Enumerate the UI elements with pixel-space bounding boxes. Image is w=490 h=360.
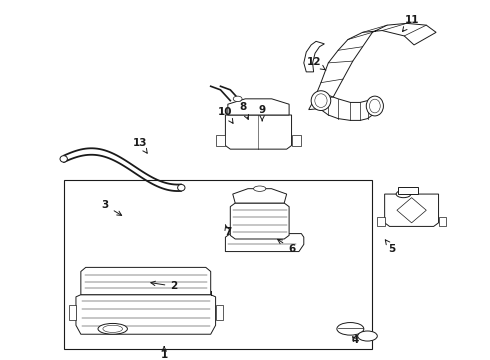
Ellipse shape bbox=[177, 184, 185, 191]
Text: 4: 4 bbox=[351, 335, 359, 345]
Ellipse shape bbox=[98, 323, 127, 334]
Polygon shape bbox=[385, 194, 439, 226]
Bar bbox=[439, 217, 446, 226]
Bar bbox=[377, 217, 385, 226]
Ellipse shape bbox=[369, 99, 380, 113]
Polygon shape bbox=[216, 306, 223, 320]
Text: 12: 12 bbox=[306, 57, 326, 70]
Polygon shape bbox=[230, 203, 289, 239]
Ellipse shape bbox=[358, 331, 377, 341]
Polygon shape bbox=[76, 295, 216, 334]
Ellipse shape bbox=[337, 323, 364, 335]
Text: 5: 5 bbox=[385, 240, 395, 253]
Ellipse shape bbox=[315, 94, 327, 107]
Text: 9: 9 bbox=[259, 105, 266, 121]
Polygon shape bbox=[216, 135, 225, 145]
Polygon shape bbox=[292, 135, 301, 145]
Polygon shape bbox=[397, 198, 426, 223]
Ellipse shape bbox=[60, 156, 68, 162]
Polygon shape bbox=[304, 41, 324, 72]
Bar bbox=[398, 187, 417, 194]
Ellipse shape bbox=[254, 186, 266, 192]
Text: 6: 6 bbox=[278, 239, 295, 253]
Text: 1: 1 bbox=[161, 347, 168, 360]
Text: 13: 13 bbox=[132, 138, 147, 153]
Ellipse shape bbox=[233, 96, 242, 102]
Text: 3: 3 bbox=[102, 201, 122, 215]
Bar bbox=[64, 180, 372, 348]
Polygon shape bbox=[225, 115, 292, 149]
Text: 11: 11 bbox=[402, 15, 419, 32]
Ellipse shape bbox=[311, 91, 331, 111]
Polygon shape bbox=[225, 234, 304, 252]
Polygon shape bbox=[81, 267, 211, 295]
Ellipse shape bbox=[103, 325, 122, 332]
Ellipse shape bbox=[366, 96, 383, 116]
Text: 10: 10 bbox=[218, 107, 233, 123]
Polygon shape bbox=[233, 189, 287, 203]
Polygon shape bbox=[228, 99, 289, 115]
Polygon shape bbox=[321, 92, 372, 120]
Polygon shape bbox=[309, 23, 436, 109]
Text: 7: 7 bbox=[224, 225, 232, 237]
Polygon shape bbox=[69, 306, 76, 320]
Text: 8: 8 bbox=[239, 102, 248, 120]
Ellipse shape bbox=[396, 190, 411, 198]
Text: 2: 2 bbox=[151, 281, 177, 291]
